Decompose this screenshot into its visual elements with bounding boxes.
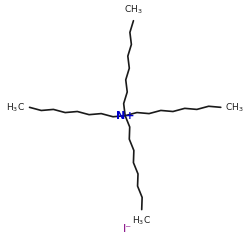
Text: $\mathrm{CH_3}$: $\mathrm{CH_3}$ [225,101,244,114]
Text: $\mathrm{CH_3}$: $\mathrm{CH_3}$ [124,4,143,16]
Text: N+: N+ [116,111,134,121]
Text: $\mathrm{H_3C}$: $\mathrm{H_3C}$ [6,101,25,114]
Text: I⁻: I⁻ [123,224,132,234]
Text: $\mathrm{H_3C}$: $\mathrm{H_3C}$ [132,214,151,226]
